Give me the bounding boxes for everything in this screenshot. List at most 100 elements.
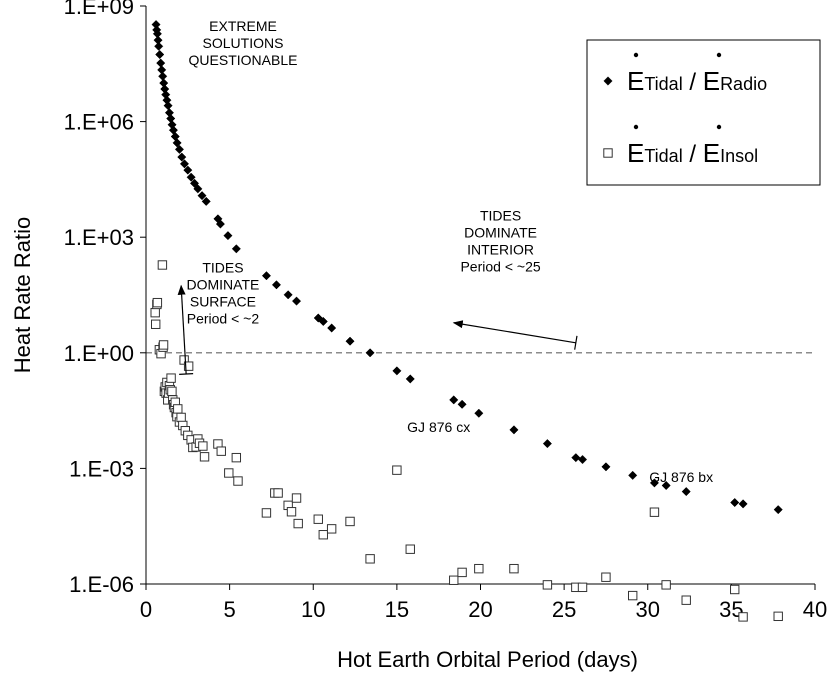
data-point [154, 41, 164, 51]
x-tick-label: 10 [301, 597, 325, 622]
data-point [173, 404, 183, 414]
data-point [283, 290, 293, 300]
data-point [730, 497, 740, 508]
data-point [571, 453, 581, 463]
x-tick-label: 20 [468, 597, 492, 622]
legend-den-main: E [703, 66, 720, 96]
data-point [318, 316, 328, 327]
data-point [661, 580, 671, 590]
data-point [231, 452, 242, 463]
data-point [405, 374, 415, 384]
data-point [174, 144, 185, 154]
legend-dot [633, 52, 639, 58]
data-point [271, 280, 282, 290]
data-point [197, 191, 207, 201]
data-point [628, 470, 638, 480]
data-point [183, 165, 193, 175]
annotation-text: TIDES [202, 260, 243, 276]
data-point [577, 454, 588, 465]
data-point [177, 152, 187, 162]
data-point [291, 493, 302, 503]
data-point [261, 271, 271, 281]
data-point [176, 412, 186, 423]
data-point [681, 595, 691, 605]
x-axis-title: Hot Earth Orbital Period (days) [337, 647, 638, 672]
y-tick-label: 1.E-03 [69, 456, 134, 481]
data-point [601, 462, 611, 472]
data-point [457, 399, 467, 409]
data-point [189, 178, 200, 188]
data-point [286, 507, 297, 517]
annotation-text: SURFACE [190, 294, 256, 310]
legend-num-sub: Tidal [644, 146, 682, 166]
legend-num-main: E [627, 138, 644, 168]
data-point [345, 336, 355, 346]
legend-dot [633, 124, 639, 130]
legend-num-sub: Tidal [644, 74, 682, 94]
data-point [681, 487, 691, 497]
interior-arrow [452, 320, 576, 344]
data-point [649, 478, 659, 488]
annotation-text: SOLUTIONS [203, 35, 284, 51]
data-point [392, 465, 402, 475]
data-point [150, 307, 160, 318]
annotation-text: GJ 876 bx [649, 469, 713, 485]
data-point [151, 319, 161, 329]
y-axis-title: Heat Rate Ratio [10, 217, 35, 374]
data-point [193, 184, 203, 194]
data-point [773, 505, 783, 515]
data-point [156, 58, 166, 68]
data-point [601, 572, 611, 582]
x-tick-label: 5 [224, 597, 236, 622]
data-point [365, 554, 375, 564]
y-tick-label: 1.E-06 [69, 572, 134, 597]
series-tidal-radio [151, 19, 783, 515]
legend-label: ETidal / ERadio [627, 66, 767, 96]
legend-den-main: E [703, 138, 720, 168]
annotation-text: Period < ~25 [460, 259, 540, 275]
data-point [157, 260, 168, 270]
interior-arrow-tick [574, 335, 578, 350]
data-point [773, 611, 783, 622]
data-point [199, 452, 210, 462]
data-point [172, 138, 182, 148]
data-point [167, 386, 177, 397]
data-series [150, 19, 783, 622]
data-point [291, 296, 302, 306]
annotations: EXTREMESOLUTIONSQUESTIONABLETIDESDOMINAT… [177, 18, 713, 485]
data-point [738, 499, 748, 509]
data-point [392, 366, 402, 376]
data-point [327, 323, 337, 333]
data-point [474, 408, 484, 418]
data-point [166, 373, 176, 383]
surface-arrow-tick [179, 372, 194, 375]
legend-marker-square [603, 148, 613, 158]
x-tick-label: 40 [803, 597, 827, 622]
annotation-text: GJ 876 cx [407, 419, 470, 435]
data-point [449, 395, 459, 405]
data-point [738, 612, 748, 622]
data-point [152, 297, 163, 308]
data-point [542, 580, 553, 590]
y-tick-label: 1.E+00 [64, 341, 134, 366]
annotation-text: TIDES [480, 208, 521, 224]
data-point [661, 480, 671, 491]
axes: 1.E+09 1.E+06 1.E+03 1.E+00 1.E-03 1.E-060 5 10… [10, 0, 827, 672]
y-tick-label: 1.E+09 [64, 0, 134, 19]
legend-den-sub: Insol [720, 146, 758, 166]
legend-dot [716, 124, 722, 130]
data-point [273, 488, 283, 498]
legend-dot [716, 52, 722, 58]
legend-num-main: E [627, 66, 644, 96]
annotation-text: DOMINATE [464, 225, 537, 241]
data-point [223, 231, 233, 241]
data-point [326, 524, 337, 534]
data-point [179, 159, 190, 169]
data-point [627, 590, 638, 601]
data-point [224, 468, 234, 478]
data-point [345, 516, 355, 527]
legend-den-sub: Radio [720, 74, 767, 94]
data-point [577, 582, 588, 593]
